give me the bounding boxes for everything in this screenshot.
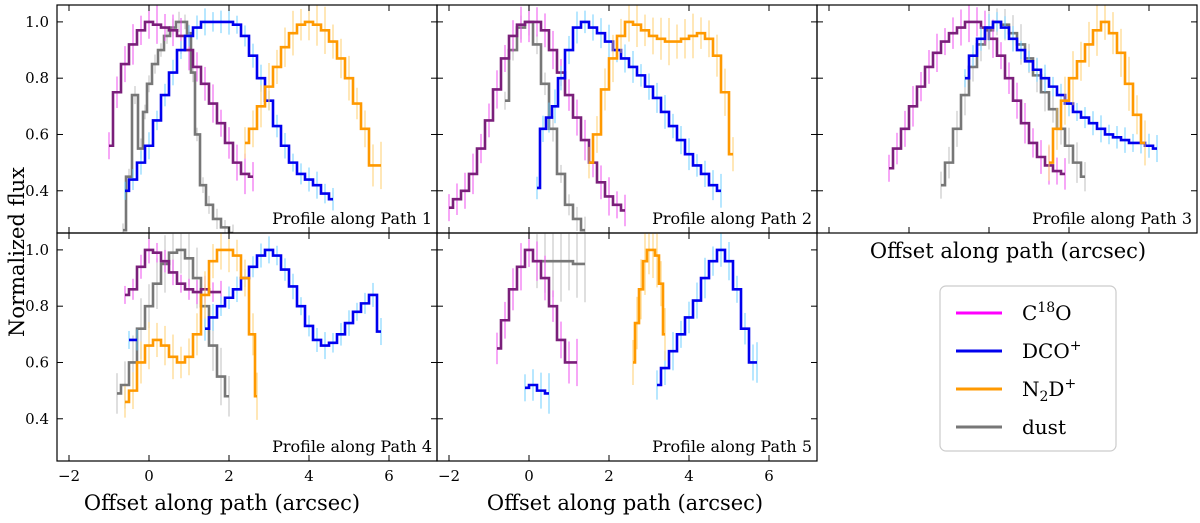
dust-profile-line	[123, 20, 233, 233]
dco-profile-line	[965, 20, 1157, 150]
y-axis-title: Normalized flux	[5, 167, 29, 337]
x-tick-label: 2	[224, 467, 234, 485]
c18o-profile-line	[449, 20, 625, 212]
y-tick-label: 0.6	[25, 125, 49, 143]
y-tick-label: 1.0	[25, 13, 49, 31]
panel-path-2: Profile along Path 2	[436, 4, 818, 234]
dust-error-bars	[536, 233, 586, 303]
n2d-error-bars	[588, 5, 734, 179]
legend-frame	[939, 285, 1117, 452]
x-tick-label: −2	[58, 467, 80, 485]
x-tick-label: 4	[304, 467, 314, 485]
panel-label: Profile along Path 3	[1032, 209, 1192, 228]
panel-label: Profile along Path 1	[272, 209, 432, 228]
panel-label: Profile along Path 2	[652, 209, 812, 228]
panel-frame	[436, 232, 818, 462]
legend-label: dust	[1022, 415, 1066, 439]
panel-label: Profile along Path 4	[272, 437, 432, 456]
c18o-profile-line	[497, 248, 577, 364]
y-tick-label: 0.4	[25, 182, 49, 200]
c18o-profile-line	[109, 20, 253, 179]
dco-profile-line	[537, 20, 721, 193]
plot-area	[108, 5, 382, 233]
legend-item-dust: dust	[956, 415, 1066, 439]
y-tick-label: 0.6	[25, 353, 49, 371]
legend-label: DCO+	[1022, 338, 1081, 363]
y-tick-label: 1.0	[25, 241, 49, 259]
c18o-profile-line	[889, 20, 1065, 176]
legend-item-dco: DCO+	[956, 338, 1081, 363]
x-tick-label: 6	[384, 467, 394, 485]
dust-profile-line	[537, 259, 585, 266]
legend: C18O DCO+ N2D+ dust	[939, 285, 1117, 452]
x-axis-title-path-3: Offset along path (arcsec)	[870, 239, 1146, 263]
dco-profile-line	[525, 248, 757, 395]
legend-label: N2D+	[1022, 376, 1076, 405]
dco-profile-line	[125, 20, 333, 201]
n2d-profile-line	[633, 248, 665, 364]
c18o-error-bars	[888, 5, 1066, 190]
dco-profile-line	[129, 248, 381, 347]
dco-error-bars	[124, 8, 334, 211]
plot-area	[116, 233, 382, 420]
plot-area	[888, 5, 1158, 199]
y-tick-label: 0.4	[25, 410, 49, 428]
x-tick-label: −2	[438, 467, 460, 485]
n2d-profile-line	[125, 248, 257, 404]
n2d-profile-line	[589, 20, 733, 164]
panel-path-4: 0.4 0.6 0.8 1.0 −2 0 2 4 6 Profile along Path 4	[25, 232, 438, 485]
panel-path-1: 0.4 0.6 0.8 1.0 Profile along Path 1	[25, 4, 438, 234]
panel-frame	[816, 4, 1198, 234]
x-axis-title-path-5: Offset along path (arcsec)	[487, 491, 763, 515]
c18o-profile-line	[125, 248, 221, 297]
panel-label: Profile along Path 5	[652, 437, 812, 456]
x-tick-label: 0	[144, 467, 154, 485]
panels: 0.4 0.6 0.8 1.0 Profile along Path 1 Profile …	[25, 4, 1198, 485]
legend-item-n2d: N2D+	[956, 376, 1076, 405]
panel-path-3: Profile along Path 3	[816, 4, 1198, 234]
legend-label: C18O	[1022, 300, 1072, 325]
panel-path-5: −2 0 2 4 6 Profile along Path 5	[436, 232, 818, 485]
x-tick-label: 2	[604, 467, 614, 485]
c18o-error-bars	[108, 5, 254, 195]
plot-area	[448, 5, 734, 233]
x-tick-label: 0	[524, 467, 534, 485]
n2d-profile-line	[1049, 20, 1145, 164]
y-tick-label: 0.8	[25, 69, 49, 87]
plot-area	[496, 233, 758, 414]
x-axis-title-path-4: Offset along path (arcsec)	[84, 491, 360, 515]
legend-item-c18o: C18O	[956, 300, 1072, 325]
x-tick-label: 6	[764, 467, 774, 485]
panel-frame	[56, 232, 438, 462]
n2d-profile-line	[245, 20, 381, 167]
y-tick-label: 0.8	[25, 297, 49, 315]
x-tick-label: 4	[684, 467, 694, 485]
legend-items: C18O DCO+ N2D+ dust	[956, 300, 1081, 439]
